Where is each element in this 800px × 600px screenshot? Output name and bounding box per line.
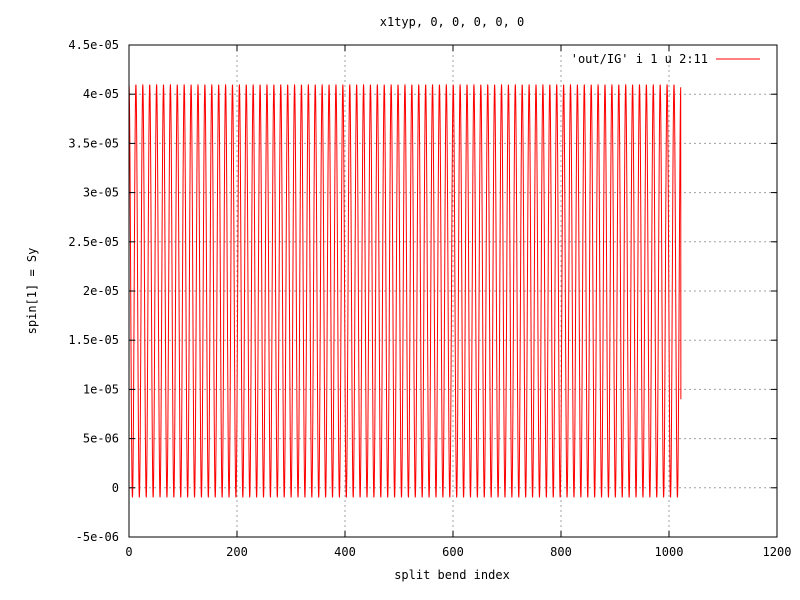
y-tick-label: 3.5e-05 bbox=[68, 136, 119, 150]
x-tick-label: 1200 bbox=[763, 545, 792, 559]
y-tick-label: 1e-05 bbox=[83, 382, 119, 396]
tick-labels: 0 200 400 600 800 1000 1200 -5e-06 0 5e-06 1e-05 1.… bbox=[68, 38, 791, 559]
x-tick-label: 800 bbox=[550, 545, 572, 559]
legend-label: 'out/IG' i 1 u 2:11 bbox=[571, 52, 708, 66]
y-tick-label: 4.5e-05 bbox=[68, 38, 119, 52]
x-tick-label: 1000 bbox=[655, 545, 684, 559]
legend: 'out/IG' i 1 u 2:11 bbox=[571, 52, 760, 66]
y-tick-label: 4e-05 bbox=[83, 87, 119, 101]
y-axis-label: spin[1] = Sy bbox=[25, 248, 39, 335]
x-axis-label: split bend index bbox=[394, 568, 510, 582]
x-tick-label: 600 bbox=[442, 545, 464, 559]
y-tick-label: 3e-05 bbox=[83, 186, 119, 200]
tick-marks bbox=[128, 44, 778, 538]
y-tick-label: 5e-06 bbox=[83, 432, 119, 446]
series-layer bbox=[128, 84, 682, 498]
x-tick-label: 200 bbox=[226, 545, 248, 559]
y-tick-label: 0 bbox=[112, 481, 119, 495]
series-line bbox=[128, 84, 682, 498]
x-tick-label: 400 bbox=[334, 545, 356, 559]
y-tick-label: -5e-06 bbox=[76, 530, 119, 544]
chart-title: x1typ, 0, 0, 0, 0, 0 bbox=[380, 15, 525, 29]
y-tick-label: 1.5e-05 bbox=[68, 333, 119, 347]
x-tick-label: 0 bbox=[125, 545, 132, 559]
y-tick-label: 2.5e-05 bbox=[68, 235, 119, 249]
y-tick-label: 2e-05 bbox=[83, 284, 119, 298]
